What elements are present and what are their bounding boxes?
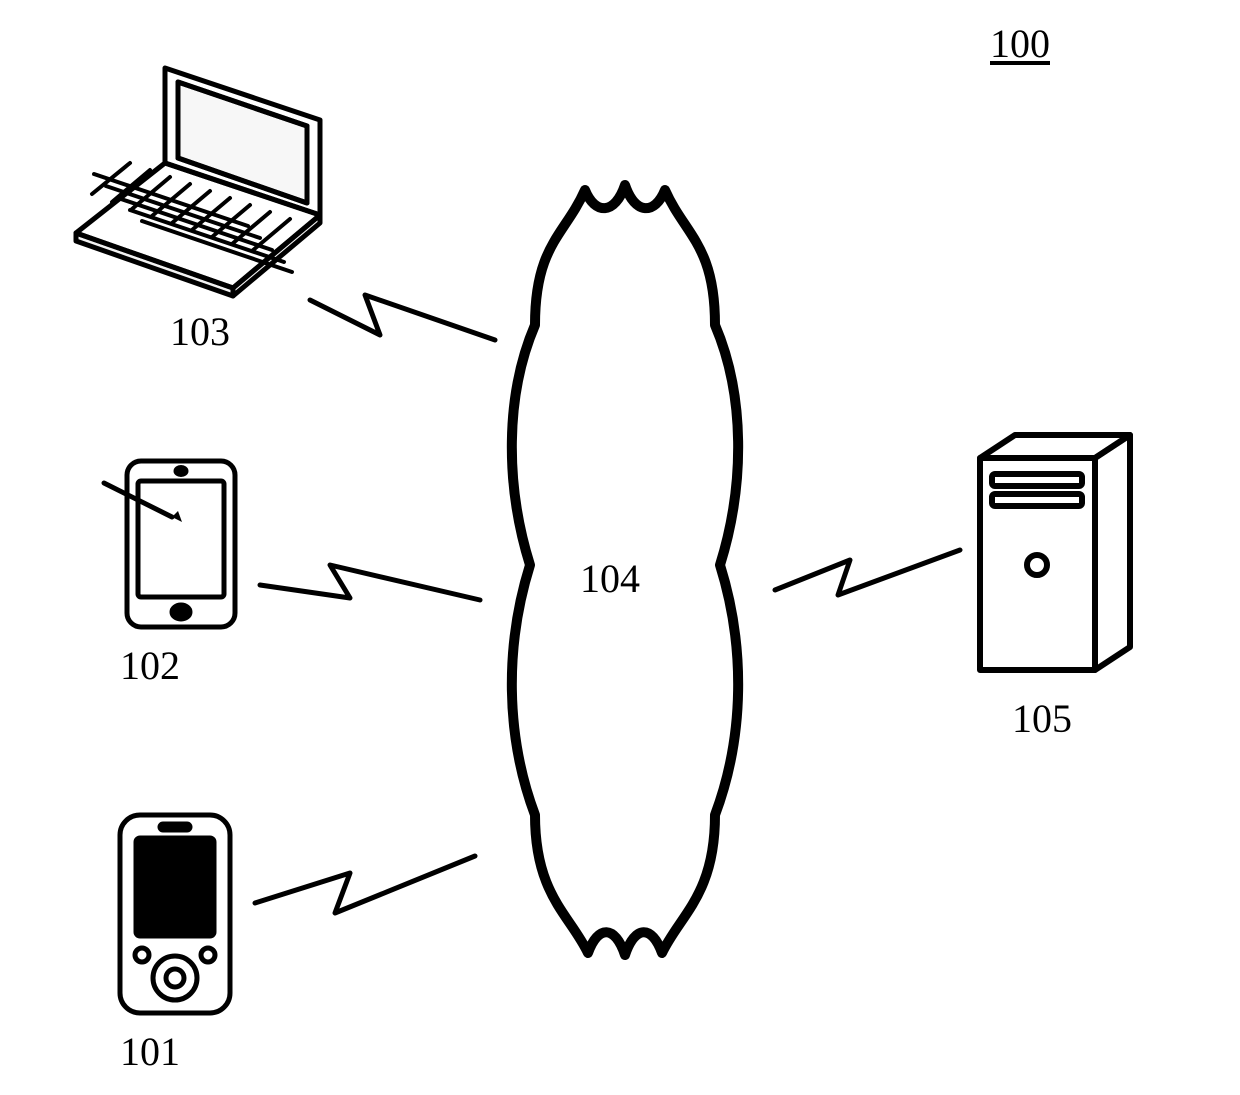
- laptop-icon: [70, 60, 330, 300]
- link-tablet-cloud-icon: [255, 555, 485, 615]
- diagram-canvas: 100: [0, 0, 1240, 1095]
- server-icon: [970, 430, 1140, 680]
- tablet-label: 102: [120, 642, 180, 689]
- tablet-icon: [112, 455, 242, 635]
- link-cloud-server-icon: [770, 540, 965, 610]
- laptop-label: 103: [170, 308, 230, 355]
- server-label: 105: [1012, 695, 1072, 742]
- phone-label: 101: [120, 1028, 180, 1075]
- cloud-label: 104: [580, 555, 640, 602]
- link-laptop-cloud-icon: [305, 285, 500, 357]
- figure-reference-label: 100: [990, 20, 1050, 67]
- phone-icon: [110, 810, 240, 1020]
- link-phone-cloud-icon: [250, 848, 480, 923]
